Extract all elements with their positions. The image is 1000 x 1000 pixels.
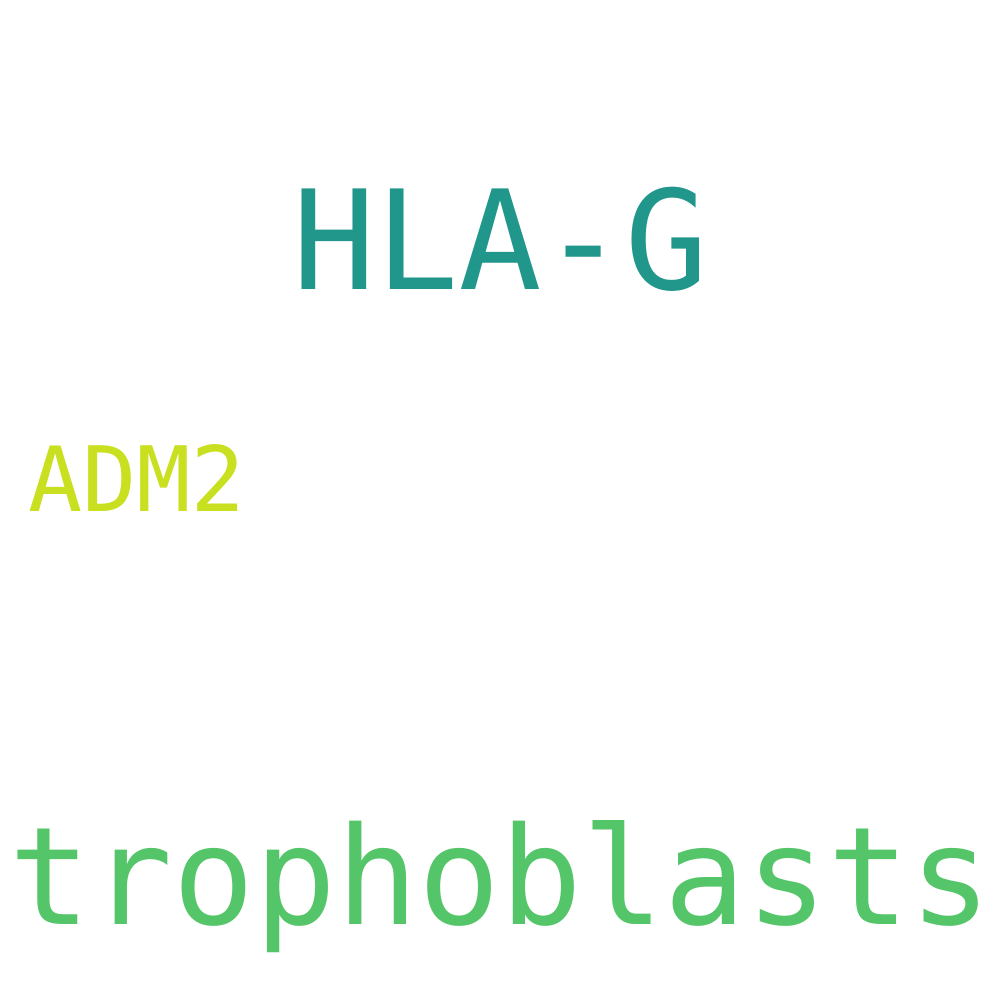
- word: trophoblasts: [9, 799, 992, 957]
- word: HLA-G: [292, 161, 707, 322]
- word: ADM2: [28, 428, 245, 533]
